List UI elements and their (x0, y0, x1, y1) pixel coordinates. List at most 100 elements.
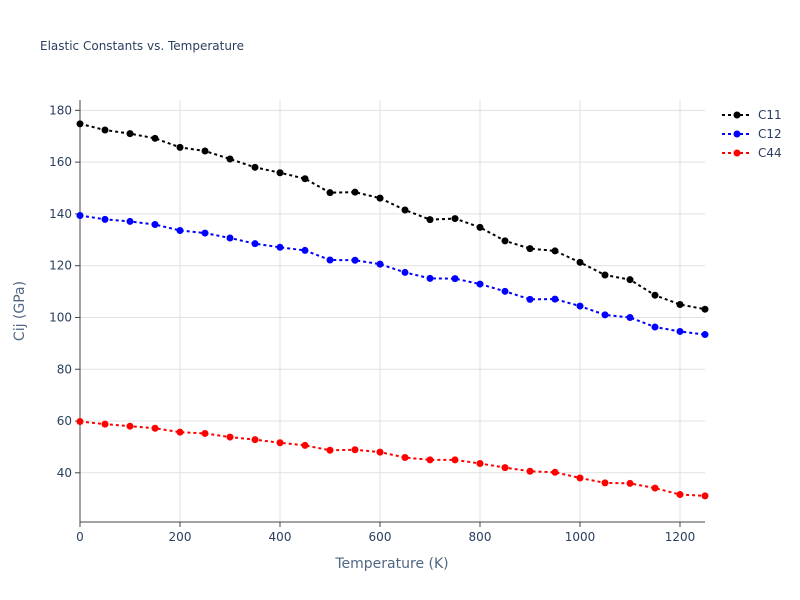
data-point-c12 (76, 211, 84, 219)
data-point-c11 (351, 188, 359, 196)
data-point-c12 (101, 215, 109, 223)
data-point-c12 (576, 302, 584, 310)
series-line-c44 (79, 420, 706, 497)
x-axis-title: Temperature (K) (334, 556, 448, 572)
x-tick-labels: 0 200 400 600 800 1000 1200 (76, 530, 695, 544)
data-point-c11 (676, 301, 684, 309)
data-point-c11 (176, 143, 184, 151)
series-group (76, 120, 709, 500)
data-point-c12 (226, 234, 234, 242)
data-point-c12 (701, 331, 709, 339)
data-point-c44 (326, 446, 334, 454)
data-point-c12 (176, 226, 184, 234)
data-point-c12 (501, 287, 509, 295)
y-tick-label: 120 (49, 259, 72, 273)
legend-item-c12[interactable]: C12 (722, 127, 782, 141)
data-point-c11 (576, 258, 584, 266)
x-tick-label: 800 (469, 530, 492, 544)
legend[interactable]: C11 C12 C44 (722, 108, 782, 160)
data-point-c44 (151, 424, 159, 432)
x-tick-label: 400 (269, 530, 292, 544)
data-point-c12 (276, 243, 284, 251)
data-point-c12 (151, 221, 159, 229)
legend-item-c11[interactable]: C11 (722, 108, 782, 122)
data-point-c12 (426, 274, 434, 282)
data-point-c44 (426, 456, 434, 464)
x-tick-label: 200 (169, 530, 192, 544)
x-tick-label: 0 (76, 530, 84, 544)
data-point-c44 (401, 454, 409, 462)
data-point-c44 (201, 429, 209, 437)
data-point-c44 (376, 448, 384, 456)
data-point-c44 (76, 418, 84, 426)
y-tick-labels: 40 60 80 100 120 140 160 180 (49, 103, 72, 479)
series-line-c11 (79, 122, 706, 311)
x-tick-label: 1000 (565, 530, 596, 544)
data-point-c11 (76, 120, 84, 128)
series-c11 (76, 120, 709, 313)
data-point-c44 (251, 436, 259, 444)
legend-item-c44[interactable]: C44 (722, 146, 782, 160)
data-point-c11 (501, 237, 509, 245)
grid (80, 100, 705, 522)
data-point-c44 (501, 464, 509, 472)
data-point-c11 (251, 163, 259, 171)
data-point-c12 (651, 323, 659, 331)
data-point-c11 (701, 305, 709, 313)
data-point-c12 (551, 295, 559, 303)
data-point-c12 (301, 246, 309, 254)
data-point-c11 (101, 126, 109, 134)
data-point-c44 (451, 456, 459, 464)
y-tick-label: 160 (49, 155, 72, 169)
data-point-c44 (526, 467, 534, 475)
data-point-c11 (651, 291, 659, 299)
data-point-c12 (401, 268, 409, 276)
legend-label: C12 (758, 127, 782, 141)
data-point-c44 (476, 459, 484, 467)
legend-swatch-marker (733, 149, 741, 157)
y-tick-label: 180 (49, 103, 72, 117)
data-point-c11 (476, 223, 484, 231)
data-point-c44 (301, 441, 309, 449)
data-point-c11 (326, 189, 334, 197)
data-point-c11 (601, 271, 609, 279)
data-point-c44 (351, 446, 359, 454)
data-point-c44 (576, 474, 584, 482)
data-point-c12 (626, 313, 634, 321)
data-point-c44 (626, 479, 634, 487)
data-point-c12 (676, 327, 684, 335)
data-point-c12 (376, 260, 384, 268)
y-tick-label: 140 (49, 207, 72, 221)
y-tick-label: 60 (57, 414, 72, 428)
data-point-c44 (676, 491, 684, 499)
data-point-c44 (176, 428, 184, 436)
data-point-c44 (101, 420, 109, 428)
legend-swatch-marker (733, 111, 741, 119)
data-point-c11 (226, 155, 234, 163)
series-c12 (76, 211, 709, 339)
data-point-c44 (601, 479, 609, 487)
data-point-c12 (251, 240, 259, 248)
data-point-c11 (301, 175, 309, 183)
data-point-c12 (351, 256, 359, 264)
data-point-c44 (126, 422, 134, 430)
data-point-c11 (276, 169, 284, 177)
data-point-c11 (451, 215, 459, 223)
x-tick-label: 1200 (665, 530, 696, 544)
legend-label: C44 (758, 146, 782, 160)
data-point-c12 (326, 256, 334, 264)
data-point-c11 (401, 206, 409, 214)
x-tick-label: 600 (369, 530, 392, 544)
data-point-c11 (426, 216, 434, 224)
legend-swatch-marker (733, 130, 741, 138)
legend-label: C11 (758, 108, 782, 122)
data-point-c44 (651, 484, 659, 492)
data-point-c44 (551, 468, 559, 476)
y-tick-label: 80 (57, 362, 72, 376)
data-point-c44 (701, 492, 709, 500)
data-point-c12 (126, 217, 134, 225)
data-point-c12 (526, 295, 534, 303)
data-point-c12 (201, 229, 209, 237)
y-tick-label: 100 (49, 310, 72, 324)
